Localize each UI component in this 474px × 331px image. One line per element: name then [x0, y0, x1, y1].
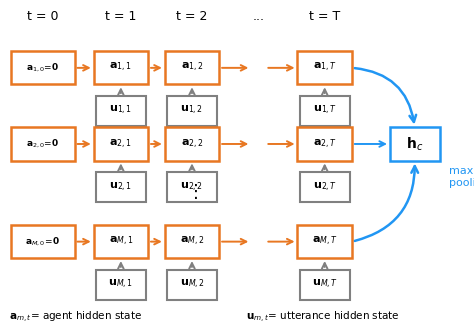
- FancyBboxPatch shape: [300, 270, 350, 300]
- Text: $\mathbf{u}_{M,T}$: $\mathbf{u}_{M,T}$: [312, 278, 337, 291]
- Text: ...: ...: [252, 10, 264, 23]
- FancyBboxPatch shape: [10, 127, 75, 161]
- Text: t = 0: t = 0: [27, 10, 58, 23]
- Text: $\mathbf{a}_{1,2}$: $\mathbf{a}_{1,2}$: [181, 61, 203, 74]
- Text: t = 2: t = 2: [176, 10, 208, 23]
- Text: $\mathbf{a}_{M,2}$: $\mathbf{a}_{M,2}$: [180, 235, 204, 248]
- FancyBboxPatch shape: [94, 225, 148, 258]
- FancyBboxPatch shape: [300, 96, 350, 126]
- Text: $\mathbf{a}_{1,1}$: $\mathbf{a}_{1,1}$: [109, 61, 132, 74]
- Text: $\mathbf{u}_{M,2}$: $\mathbf{u}_{M,2}$: [180, 278, 204, 291]
- FancyBboxPatch shape: [167, 270, 217, 300]
- Text: $\mathbf{u}_{2,T}$: $\mathbf{u}_{2,T}$: [312, 180, 337, 194]
- FancyBboxPatch shape: [96, 270, 146, 300]
- Text: $\mathbf{a}_{2,1}$: $\mathbf{a}_{2,1}$: [109, 137, 132, 151]
- Text: $\mathbf{a}_{1,0}\!=\!\mathbf{0}$: $\mathbf{a}_{1,0}\!=\!\mathbf{0}$: [26, 62, 59, 74]
- FancyBboxPatch shape: [167, 172, 217, 202]
- Text: $\mathbf{a}_{m,t}$= agent hidden state: $\mathbf{a}_{m,t}$= agent hidden state: [9, 310, 143, 325]
- Text: $\mathbf{a}_{2,2}$: $\mathbf{a}_{2,2}$: [181, 137, 203, 151]
- FancyBboxPatch shape: [300, 172, 350, 202]
- FancyBboxPatch shape: [167, 96, 217, 126]
- FancyBboxPatch shape: [10, 51, 75, 84]
- Text: $\mathbf{u}_{2,1}$: $\mathbf{u}_{2,1}$: [109, 180, 132, 194]
- Text: $\mathbf{a}_{1,T}$: $\mathbf{a}_{1,T}$: [313, 61, 337, 74]
- FancyBboxPatch shape: [165, 51, 219, 84]
- Text: $\vdots$: $\vdots$: [186, 182, 198, 202]
- Text: $\mathbf{h}_{c}$: $\mathbf{h}_{c}$: [406, 135, 423, 153]
- FancyBboxPatch shape: [94, 51, 148, 84]
- FancyBboxPatch shape: [298, 51, 352, 84]
- FancyBboxPatch shape: [165, 225, 219, 258]
- FancyBboxPatch shape: [298, 127, 352, 161]
- Text: $\mathbf{u}_{2,2}$: $\mathbf{u}_{2,2}$: [181, 180, 203, 194]
- Text: $\mathbf{a}_{M,1}$: $\mathbf{a}_{M,1}$: [109, 235, 133, 248]
- FancyBboxPatch shape: [390, 127, 439, 161]
- Text: $\mathbf{u}_{M,1}$: $\mathbf{u}_{M,1}$: [109, 278, 133, 291]
- Text: $\mathbf{a}_{M,T}$: $\mathbf{a}_{M,T}$: [312, 235, 337, 248]
- Text: t = T: t = T: [309, 10, 340, 23]
- Text: $\mathbf{u}_{1,T}$: $\mathbf{u}_{1,T}$: [312, 104, 337, 118]
- Text: $\mathbf{a}_{2,T}$: $\mathbf{a}_{2,T}$: [313, 137, 337, 151]
- Text: t = 1: t = 1: [105, 10, 137, 23]
- Text: max
pooling: max pooling: [449, 166, 474, 188]
- FancyBboxPatch shape: [165, 127, 219, 161]
- FancyBboxPatch shape: [10, 225, 75, 258]
- Text: $\mathbf{u}_{1,2}$: $\mathbf{u}_{1,2}$: [181, 104, 203, 118]
- Text: $\mathbf{u}_{m,t}$= utterance hidden state: $\mathbf{u}_{m,t}$= utterance hidden sta…: [246, 310, 400, 325]
- FancyBboxPatch shape: [96, 172, 146, 202]
- FancyBboxPatch shape: [298, 225, 352, 258]
- Text: $\mathbf{u}_{1,1}$: $\mathbf{u}_{1,1}$: [109, 104, 132, 118]
- FancyBboxPatch shape: [94, 127, 148, 161]
- FancyBboxPatch shape: [96, 96, 146, 126]
- Text: $\mathbf{a}_{M,0}\!=\!\mathbf{0}$: $\mathbf{a}_{M,0}\!=\!\mathbf{0}$: [25, 235, 60, 248]
- Text: $\mathbf{a}_{2,0}\!=\!\mathbf{0}$: $\mathbf{a}_{2,0}\!=\!\mathbf{0}$: [26, 138, 59, 150]
